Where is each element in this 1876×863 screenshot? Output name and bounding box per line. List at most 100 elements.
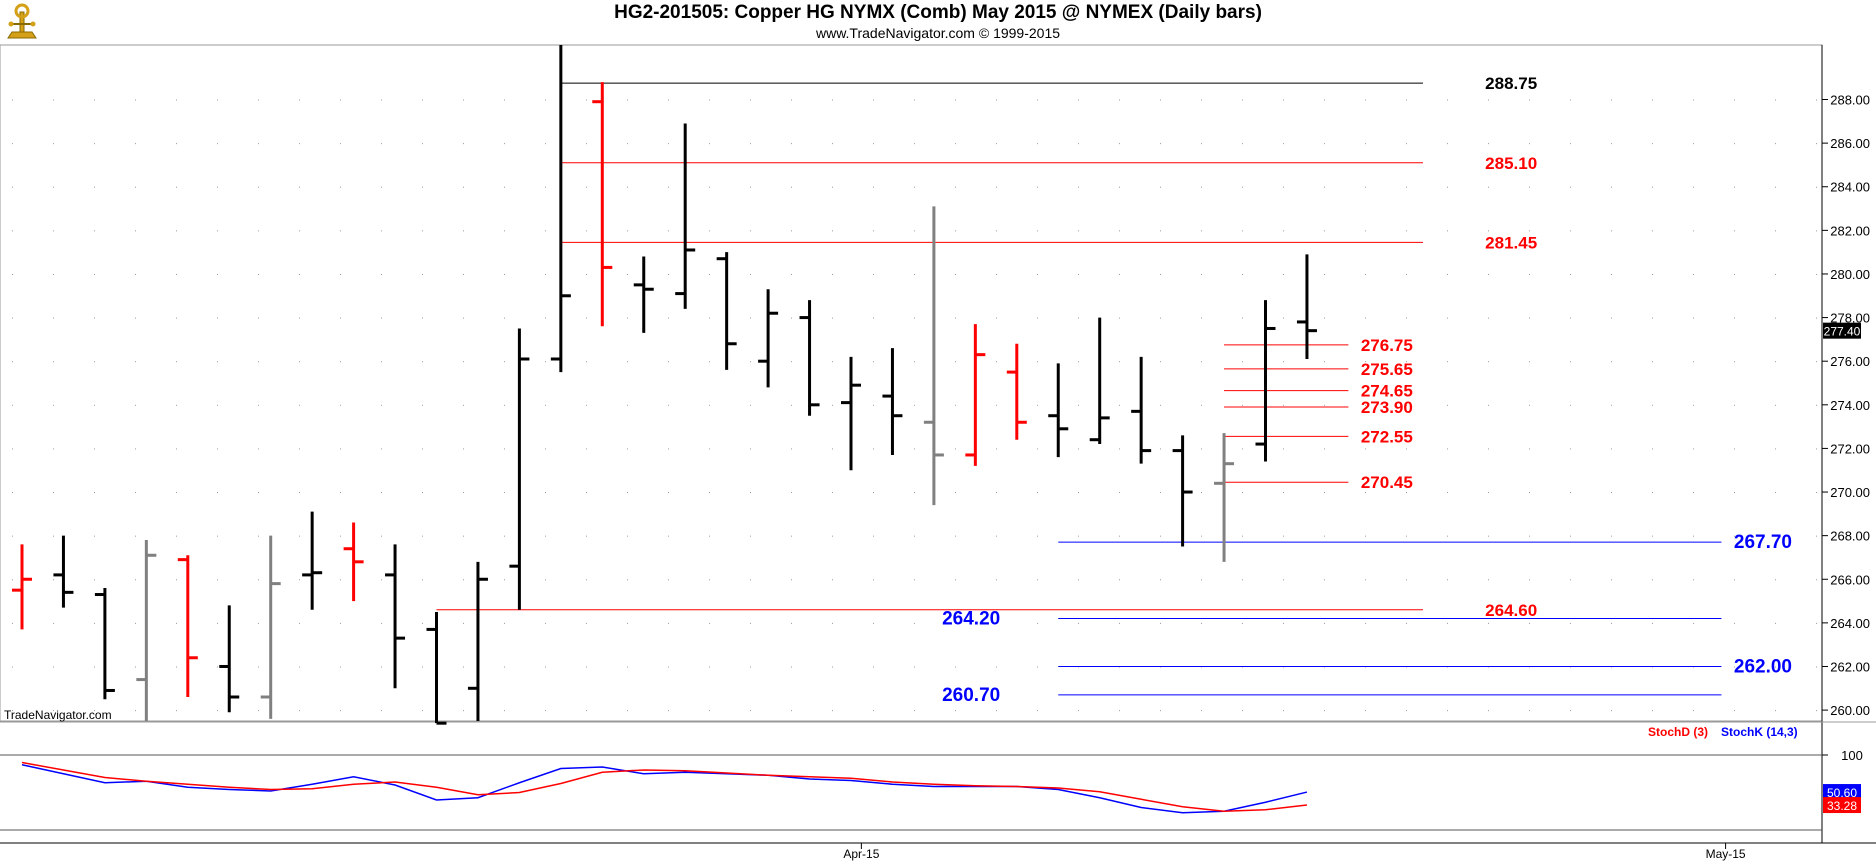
- grid-dot: [1160, 535, 1161, 537]
- grid-dot: [176, 579, 177, 581]
- grid-dot: [709, 143, 710, 145]
- grid-dot: [955, 143, 956, 145]
- grid-dot: [1365, 186, 1366, 188]
- grid-dot: [53, 404, 54, 406]
- grid-dot: [1365, 535, 1366, 537]
- grid-dot: [1406, 230, 1407, 232]
- grid-dot: [1037, 317, 1038, 319]
- grid-dot: [176, 710, 177, 712]
- grid-dot: [258, 404, 259, 406]
- price-tick-label: 288.00: [1830, 93, 1870, 108]
- grid-dot: [94, 404, 95, 406]
- grid-dot: [1529, 579, 1530, 581]
- grid-dot: [832, 579, 833, 581]
- date-tick-label: Apr-15: [843, 847, 879, 861]
- grid-dot: [258, 535, 259, 537]
- grid-dot: [504, 186, 505, 188]
- grid-dot: [1734, 186, 1735, 188]
- grid-dot: [750, 273, 751, 275]
- price-tick-label: 276.00: [1830, 354, 1870, 369]
- grid-dot: [586, 361, 587, 363]
- grid-dot: [873, 622, 874, 624]
- grid-dot: [1488, 186, 1489, 188]
- grid-dot: [1693, 273, 1694, 275]
- grid-dot: [914, 492, 915, 494]
- grid-dot: [1119, 579, 1120, 581]
- grid-dot: [1447, 317, 1448, 319]
- grid-dot: [1447, 273, 1448, 275]
- grid-dot: [1447, 361, 1448, 363]
- ohlc-bar: [923, 206, 944, 506]
- grid-dot: [1365, 710, 1366, 712]
- grid-dot: [258, 186, 259, 188]
- grid-dot: [750, 317, 751, 319]
- grid-dot: [53, 448, 54, 450]
- grid-dot: [1365, 492, 1366, 494]
- grid-dot: [1283, 622, 1284, 624]
- grid-dot: [1201, 492, 1202, 494]
- grid-dot: [955, 317, 956, 319]
- ohlc-bar: [675, 123, 696, 309]
- ohlc-bar: [53, 535, 74, 608]
- grid-dot: [422, 579, 423, 581]
- grid-dot: [1119, 361, 1120, 363]
- ohlc-bar: [550, 45, 571, 373]
- chart-header: HG2-201505: Copper HG NYMX (Comb) May 20…: [0, 0, 1876, 45]
- chart-title: HG2-201505: Copper HG NYMX (Comb) May 20…: [614, 2, 1262, 23]
- grid-dot: [463, 666, 464, 668]
- grid-dot: [1652, 710, 1653, 712]
- grid-dot: [1775, 579, 1776, 581]
- grid-dot: [627, 273, 628, 275]
- grid-dot: [1037, 710, 1038, 712]
- grid-dot: [1447, 186, 1448, 188]
- grid-dot: [955, 404, 956, 406]
- grid-dot: [1488, 361, 1489, 363]
- grid-dot: [668, 666, 669, 668]
- grid-dot: [1652, 535, 1653, 537]
- grid-dot: [1652, 99, 1653, 101]
- grid-dot: [668, 404, 669, 406]
- ohlc-bar: [385, 544, 406, 689]
- grid-dot: [1529, 99, 1530, 101]
- grid-dot: [1324, 492, 1325, 494]
- grid-dot: [750, 404, 751, 406]
- grid-dot: [914, 99, 915, 101]
- grid-dot: [1611, 230, 1612, 232]
- grid-dot: [340, 99, 341, 101]
- ohlc-bar: [509, 328, 530, 610]
- grid-dot: [996, 622, 997, 624]
- grid-dot: [1201, 317, 1202, 319]
- grid-dot: [176, 492, 177, 494]
- grid-dot: [791, 317, 792, 319]
- grid-dot: [463, 492, 464, 494]
- grid-dot: [1529, 317, 1530, 319]
- grid-dot: [1816, 143, 1817, 145]
- grid-dot: [1406, 186, 1407, 188]
- grid-dot: [627, 710, 628, 712]
- grid-dot: [586, 99, 587, 101]
- grid-dot: [381, 143, 382, 145]
- grid-dot: [791, 361, 792, 363]
- grid-dot: [1652, 492, 1653, 494]
- grid-dot: [504, 273, 505, 275]
- grid-dot: [1816, 492, 1817, 494]
- grid-dot: [1365, 99, 1366, 101]
- grid-dot: [463, 710, 464, 712]
- grid-dot: [1570, 143, 1571, 145]
- grid-dot: [258, 143, 259, 145]
- grid-dot: [422, 317, 423, 319]
- grid-dot: [1816, 186, 1817, 188]
- grid-dot: [381, 666, 382, 668]
- grid-dot: [1816, 535, 1817, 537]
- grid-dot: [94, 143, 95, 145]
- grid-dot: [1652, 230, 1653, 232]
- grid-dot: [1201, 579, 1202, 581]
- grid-dot: [545, 230, 546, 232]
- grid-dot: [873, 143, 874, 145]
- grid-dot: [1611, 186, 1612, 188]
- grid-dot: [545, 143, 546, 145]
- grid-dot: [53, 579, 54, 581]
- grid-dot: [176, 404, 177, 406]
- level-label: 281.45: [1485, 233, 1537, 252]
